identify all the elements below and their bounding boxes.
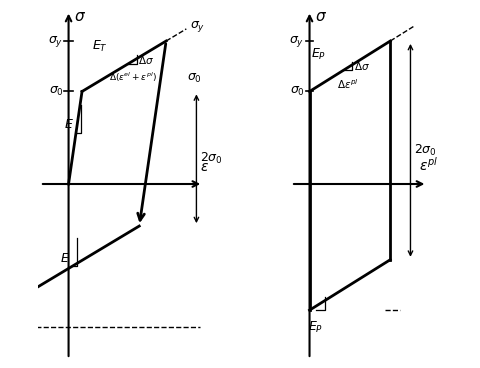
Text: $\Delta\sigma$: $\Delta\sigma$	[354, 60, 370, 72]
Text: $E$: $E$	[60, 251, 70, 265]
Text: $\Delta\sigma$: $\Delta\sigma$	[138, 53, 155, 66]
Text: $\sigma_y$: $\sigma_y$	[190, 20, 205, 34]
Text: $\sigma$: $\sigma$	[73, 9, 85, 24]
Text: $\varepsilon^{pl}$: $\varepsilon^{pl}$	[420, 156, 438, 174]
Text: $\Delta\varepsilon^{pl}$: $\Delta\varepsilon^{pl}$	[337, 77, 359, 91]
Text: $E$: $E$	[64, 118, 74, 131]
Text: $\sigma_y$: $\sigma_y$	[289, 33, 304, 49]
Text: $\sigma_0$: $\sigma_0$	[289, 85, 304, 98]
Text: $\sigma_0$: $\sigma_0$	[187, 72, 202, 85]
Text: $E_T$: $E_T$	[92, 39, 108, 54]
Text: $2\sigma_0$: $2\sigma_0$	[200, 151, 223, 166]
Text: $\sigma$: $\sigma$	[314, 9, 326, 24]
Text: $\sigma_y$: $\sigma_y$	[48, 33, 63, 49]
Text: $\sigma_0$: $\sigma_0$	[48, 85, 63, 98]
Text: $E_P$: $E_P$	[308, 320, 323, 335]
Text: $E_P$: $E_P$	[312, 47, 326, 62]
Text: $\Delta(\varepsilon^{el}+\varepsilon^{pl})$: $\Delta(\varepsilon^{el}+\varepsilon^{pl…	[108, 70, 156, 84]
Text: $2\sigma_0$: $2\sigma_0$	[414, 143, 437, 158]
Text: $\varepsilon$: $\varepsilon$	[200, 160, 209, 174]
